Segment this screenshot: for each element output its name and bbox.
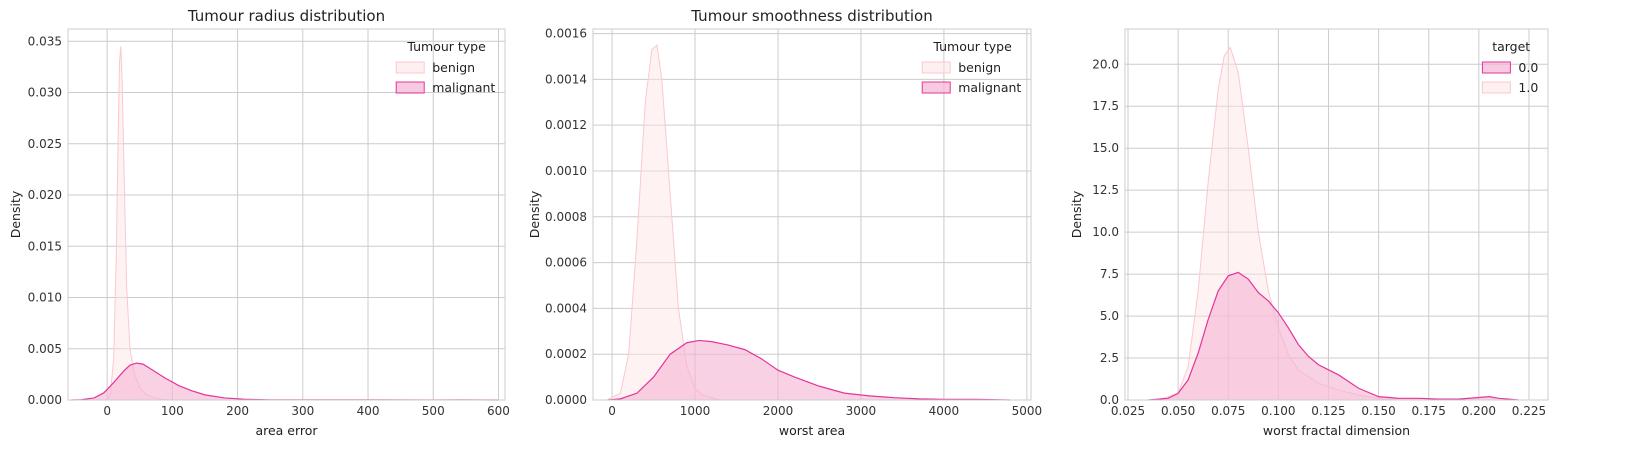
- y-tick-label: 12.5: [1092, 183, 1119, 197]
- x-tick-label: 0.150: [1361, 404, 1395, 418]
- y-tick-label: 0.0006: [545, 256, 587, 270]
- chart-panel-2: 0 1000 2000 3000 4000 5000 0.0000 0.0002 0.0004 0…: [527, 7, 1042, 438]
- legend-label: benign: [432, 60, 475, 75]
- legend-label: benign: [958, 60, 1001, 75]
- x-tick-label: 100: [161, 404, 184, 418]
- x-tick-label: 600: [487, 404, 510, 418]
- x-tick-label: 300: [291, 404, 314, 418]
- x-tick-label: 0.175: [1412, 404, 1446, 418]
- density-line-malignant: [607, 339, 1011, 401]
- y-tick-label: 0.0004: [545, 301, 587, 315]
- y-tick-label: 10.0: [1092, 225, 1119, 239]
- y-tick-label: 0.025: [28, 137, 62, 151]
- y-axis-label: Density: [8, 190, 23, 238]
- legend: Tumour type benign malignant: [921, 39, 1021, 95]
- y-tick-label: 0.0002: [545, 347, 587, 361]
- y-tick-label: 0.0: [1100, 393, 1119, 407]
- legend-label: 1.0: [1518, 80, 1538, 95]
- y-tick-label: 15.0: [1092, 141, 1119, 155]
- y-tick-label: 0.0000: [545, 393, 587, 407]
- x-tick-label: 0: [103, 404, 111, 418]
- x-tick-label: 0.125: [1311, 404, 1345, 418]
- legend-label: malignant: [432, 80, 495, 95]
- x-tick-label: 0.025: [1111, 404, 1145, 418]
- chart-title: Tumour radius distribution: [187, 7, 385, 25]
- density-area-malignant: [1148, 272, 1519, 400]
- chart-panel-3: 0.025 0.050 0.075 0.100 0.125 0.150 0.175 0.200…: [1069, 28, 1549, 438]
- plot-area: [593, 29, 1031, 400]
- density-area-malignant: [71, 363, 499, 400]
- y-tick-label: 0.0008: [545, 210, 587, 224]
- plot-area: [1125, 29, 1548, 400]
- x-tick-label: 4000: [929, 404, 960, 418]
- x-tick-label: 0.225: [1512, 404, 1546, 418]
- x-tick-label: 0.050: [1161, 404, 1195, 418]
- y-tick-label: 0.0010: [545, 164, 587, 178]
- legend-swatch-malignant: [1481, 61, 1511, 74]
- legend-title: Tumour type: [406, 39, 486, 54]
- legend: target 0.0 1.0: [1481, 39, 1538, 95]
- y-tick-label: 2.5: [1100, 351, 1119, 365]
- density-area-benign: [607, 45, 720, 400]
- legend-title: target: [1492, 39, 1530, 54]
- legend-title: Tumour type: [932, 39, 1012, 54]
- y-tick-label: 20.0: [1092, 57, 1119, 71]
- legend-swatch-benign: [1481, 81, 1511, 94]
- y-tick-label: 0.030: [28, 86, 62, 100]
- y-tick-label: 0.015: [28, 239, 62, 253]
- density-line-malignant: [1147, 271, 1519, 401]
- plot-area: [68, 29, 505, 400]
- y-tick-label: 0.0012: [545, 118, 587, 132]
- chart-panel-1: 0 100 200 300 400 500 600 0.000 0.005 0.010 0.015 0…: [8, 7, 510, 438]
- x-axis-label: area error: [255, 423, 318, 438]
- y-tick-label: 0.000: [28, 393, 62, 407]
- y-tick-label: 17.5: [1092, 99, 1119, 113]
- x-tick-label: 2000: [763, 404, 794, 418]
- legend-label: 0.0: [1518, 60, 1538, 75]
- x-axis-label: worst area: [779, 423, 845, 438]
- legend-label: malignant: [958, 80, 1021, 95]
- plot-frame: [1124, 28, 1549, 401]
- y-axis-label: Density: [1069, 190, 1084, 238]
- density-area-malignant: [607, 340, 1011, 400]
- x-axis-label: worst fractal dimension: [1263, 423, 1410, 438]
- y-axis-label: Density: [527, 190, 542, 238]
- x-tick-label: 3000: [846, 404, 877, 418]
- x-tick-label: 0: [608, 404, 616, 418]
- legend-swatch-malignant: [395, 81, 425, 94]
- y-tick-label: 0.020: [28, 188, 62, 202]
- y-tick-label: 5.0: [1100, 309, 1119, 323]
- y-tick-label: 0.005: [28, 342, 62, 356]
- legend-swatch-benign: [395, 61, 425, 74]
- y-tick-label: 0.035: [28, 34, 62, 48]
- x-tick-label: 500: [422, 404, 445, 418]
- chart-title: Tumour smoothness distribution: [690, 7, 932, 25]
- density-area-benign: [107, 46, 173, 401]
- y-tick-label: 7.5: [1100, 267, 1119, 281]
- plot-frame: [67, 28, 506, 401]
- legend-swatch-benign: [921, 61, 951, 74]
- x-tick-label: 1000: [680, 404, 711, 418]
- legend: Tumour type benign malignant: [395, 39, 495, 95]
- plot-frame: [592, 28, 1032, 401]
- x-tick-label: 0.100: [1261, 404, 1295, 418]
- x-tick-label: 5000: [1012, 404, 1043, 418]
- y-tick-label: 0.0014: [545, 72, 587, 86]
- x-tick-label: 200: [226, 404, 249, 418]
- x-tick-label: 0.200: [1462, 404, 1496, 418]
- legend-swatch-malignant: [921, 81, 951, 94]
- y-tick-label: 0.0016: [545, 27, 587, 41]
- x-tick-label: 0.075: [1211, 404, 1245, 418]
- y-tick-label: 0.010: [28, 291, 62, 305]
- x-tick-label: 400: [357, 404, 380, 418]
